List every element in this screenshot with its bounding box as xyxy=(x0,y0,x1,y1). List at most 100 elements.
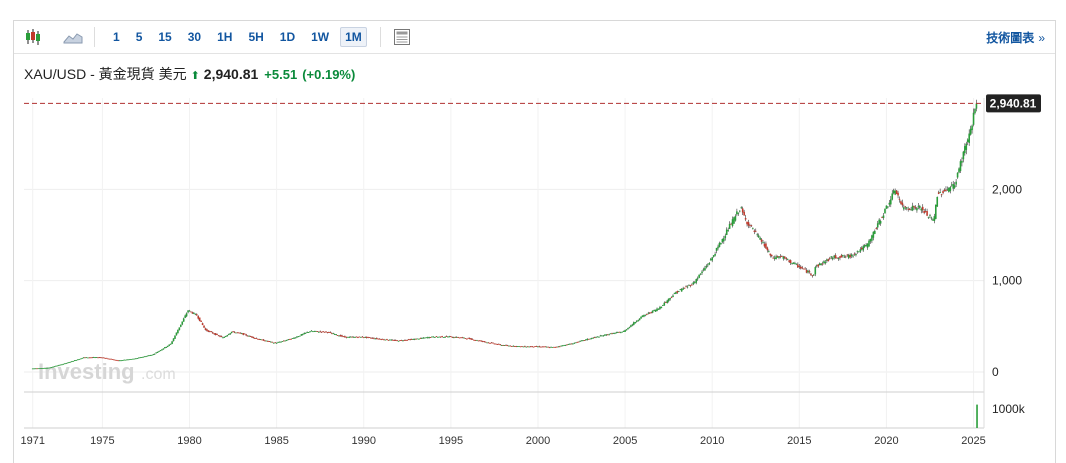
candle-body xyxy=(643,315,645,317)
candle-body xyxy=(40,368,43,369)
candle-body xyxy=(240,333,243,335)
candle-body xyxy=(602,335,605,337)
candle-body xyxy=(522,346,525,348)
candle-body xyxy=(474,340,477,341)
candle-body xyxy=(33,368,35,370)
candle-body xyxy=(214,333,217,336)
candle-body xyxy=(853,253,856,255)
candle-body xyxy=(640,316,642,319)
candle-body xyxy=(678,291,680,292)
candle-body xyxy=(272,342,275,344)
timeframe-5[interactable]: 5 xyxy=(135,30,143,44)
candle-body xyxy=(548,347,551,349)
candlestick-icon[interactable] xyxy=(22,26,44,48)
candle-body xyxy=(496,344,499,345)
candle-body xyxy=(733,217,735,224)
timeframe-5h[interactable]: 5H xyxy=(248,30,264,44)
candle-body xyxy=(573,342,576,344)
candle-body xyxy=(470,338,472,340)
timeframe-1w[interactable]: 1W xyxy=(311,30,330,44)
candle-body xyxy=(939,192,941,193)
candle-body xyxy=(875,228,878,230)
candle-body xyxy=(866,243,869,248)
candle-body xyxy=(78,359,80,360)
candle-body xyxy=(508,345,510,347)
candle-body xyxy=(322,331,324,333)
candle-body xyxy=(342,336,345,338)
candle-body xyxy=(98,357,101,359)
candle-body xyxy=(133,358,136,360)
candle-body xyxy=(892,190,895,194)
candle-body xyxy=(940,194,943,196)
candle-body xyxy=(87,357,89,359)
timeframe-1h[interactable]: 1H xyxy=(217,30,233,44)
candle-body xyxy=(965,143,968,150)
chart-toolbar: 1 5 15 30 1H 5H 1D 1W 1M 技術圖表» xyxy=(14,21,1055,54)
area-chart-icon[interactable] xyxy=(62,26,84,48)
technical-chart-link[interactable]: 技術圖表» xyxy=(986,29,1045,46)
timeframe-1d[interactable]: 1D xyxy=(279,30,296,44)
candle-body xyxy=(621,331,623,333)
timeframe-15[interactable]: 15 xyxy=(158,30,172,44)
candle-body xyxy=(842,255,844,257)
layout-icon[interactable] xyxy=(391,26,413,48)
candle-body xyxy=(190,311,192,313)
candle-body xyxy=(837,258,840,259)
candle-body xyxy=(328,332,330,333)
candle-body xyxy=(556,346,558,348)
candle-body xyxy=(387,340,390,341)
candle-body xyxy=(516,346,519,348)
x-tick-label: 1985 xyxy=(264,435,288,447)
candle-body xyxy=(839,256,841,259)
candle-body xyxy=(34,368,37,370)
candle-body xyxy=(461,337,464,339)
candle-body xyxy=(637,320,639,322)
candle-body xyxy=(926,211,928,216)
candle-body xyxy=(336,335,339,337)
timeframe-1m[interactable]: 1M xyxy=(340,27,367,47)
candle-body xyxy=(206,329,208,331)
candle-body xyxy=(346,336,349,338)
candle-body xyxy=(150,354,153,356)
candle-body xyxy=(752,227,754,229)
candle-body xyxy=(956,172,959,178)
candle-body xyxy=(734,216,737,221)
timeframe-1[interactable]: 1 xyxy=(113,30,120,44)
candle-body xyxy=(638,318,641,321)
candle-body xyxy=(364,337,366,338)
candle-body xyxy=(482,341,484,343)
candle-body xyxy=(776,256,779,258)
candle-body xyxy=(911,205,914,211)
candle-body xyxy=(386,338,388,340)
candle-body xyxy=(603,334,606,336)
candle-body xyxy=(528,346,531,348)
candle-body xyxy=(283,340,285,342)
candle-body xyxy=(785,258,788,260)
candle-body xyxy=(148,355,150,357)
candle-body xyxy=(367,336,369,338)
timeframe-30[interactable]: 30 xyxy=(187,30,202,44)
candle-body xyxy=(323,331,326,333)
candle-body xyxy=(551,346,554,348)
candle-body xyxy=(187,310,189,313)
candle-body xyxy=(759,237,761,240)
candle-body xyxy=(161,349,163,351)
candle-body xyxy=(113,359,115,361)
candle-body xyxy=(489,342,491,344)
candle-body xyxy=(210,331,213,333)
candle-body xyxy=(377,338,380,340)
candle-body xyxy=(811,275,814,277)
candle-body xyxy=(146,355,149,357)
candle-body xyxy=(53,366,56,368)
x-tick-label: 2005 xyxy=(613,435,637,447)
candle-body xyxy=(464,338,467,339)
candle-body xyxy=(502,345,504,346)
candle-body xyxy=(971,125,973,131)
y-tick-label: 0 xyxy=(992,365,999,379)
candle-body xyxy=(374,338,377,340)
candle-body xyxy=(365,336,368,338)
candle-body xyxy=(717,246,719,249)
candle-body xyxy=(949,187,952,192)
candle-body xyxy=(159,350,162,352)
